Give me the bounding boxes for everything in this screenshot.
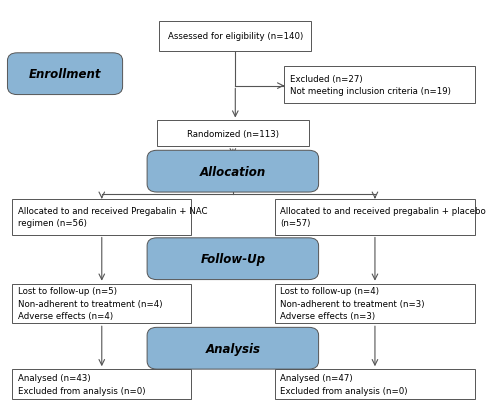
Text: Assessed for eligibility (n=140): Assessed for eligibility (n=140) [168, 32, 303, 41]
FancyBboxPatch shape [12, 284, 191, 324]
FancyBboxPatch shape [12, 369, 191, 399]
FancyBboxPatch shape [274, 199, 475, 235]
Text: Analysed (n=47)
Excluded from analysis (n=0): Analysed (n=47) Excluded from analysis (… [280, 373, 408, 395]
Text: Allocated to and received Pregabalin + NAC
regimen (n=56): Allocated to and received Pregabalin + N… [18, 207, 208, 228]
Text: Randomized (n=113): Randomized (n=113) [187, 130, 279, 139]
Text: Lost to follow-up (n=4)
Non-adherent to treatment (n=3)
Adverse effects (n=3): Lost to follow-up (n=4) Non-adherent to … [280, 287, 425, 321]
FancyBboxPatch shape [160, 22, 311, 52]
Text: Allocated to and received pregabalin + placebo
(n=57): Allocated to and received pregabalin + p… [280, 207, 486, 228]
Text: Allocation: Allocation [200, 165, 266, 178]
FancyBboxPatch shape [8, 54, 122, 95]
Text: Follow-Up: Follow-Up [200, 253, 266, 266]
FancyBboxPatch shape [147, 328, 318, 369]
FancyBboxPatch shape [274, 369, 475, 399]
FancyBboxPatch shape [12, 199, 191, 235]
FancyBboxPatch shape [147, 151, 318, 192]
FancyBboxPatch shape [157, 121, 309, 147]
FancyBboxPatch shape [284, 66, 476, 104]
Text: Lost to follow-up (n=5)
Non-adherent to treatment (n=4)
Adverse effects (n=4): Lost to follow-up (n=5) Non-adherent to … [18, 287, 163, 321]
Text: Analysed (n=43)
Excluded from analysis (n=0): Analysed (n=43) Excluded from analysis (… [18, 373, 146, 395]
Text: Enrollment: Enrollment [29, 68, 102, 81]
Text: Excluded (n=27)
Not meeting inclusion criteria (n=19): Excluded (n=27) Not meeting inclusion cr… [290, 75, 451, 96]
Text: Analysis: Analysis [206, 342, 260, 355]
FancyBboxPatch shape [274, 284, 475, 324]
FancyBboxPatch shape [147, 238, 318, 280]
